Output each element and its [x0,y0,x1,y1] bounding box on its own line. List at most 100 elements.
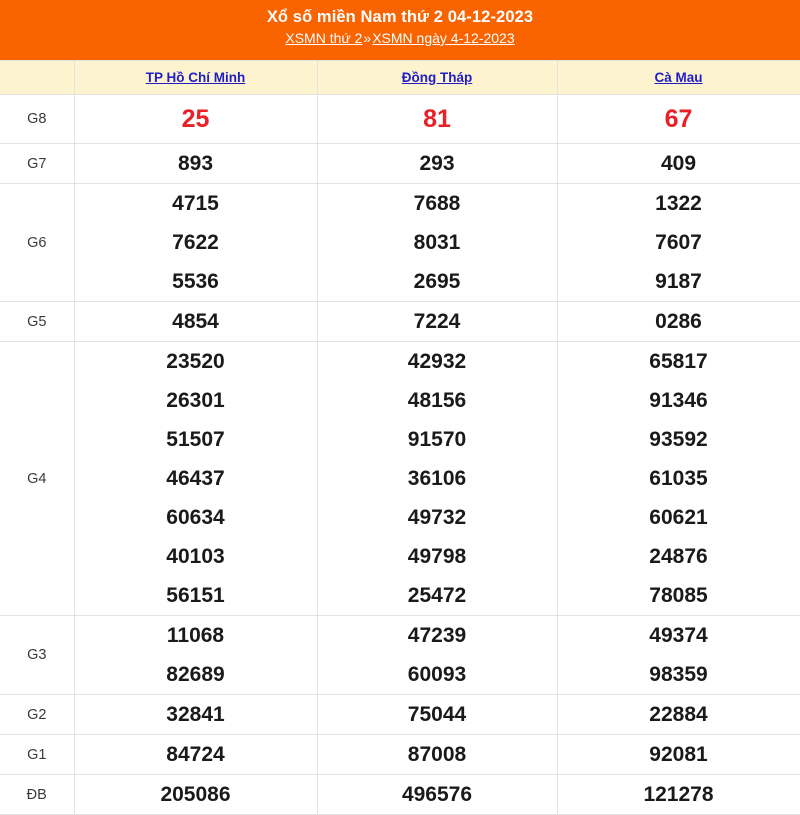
prize-numbers-cell: 409 [556,143,800,184]
header-row: TP Hồ Chí Minh Đồng Tháp Cà Mau [0,60,800,95]
breadcrumb-link-date[interactable]: XSMN ngày 4-12-2023 [372,30,515,46]
province-link-3[interactable]: Cà Mau [654,70,703,85]
prize-number: 51507 [166,428,225,451]
province-link-2[interactable]: Đồng Tháp [401,70,473,85]
prize-numbers-cell: 32841 [73,694,318,735]
prize-label: G2 [0,694,75,735]
prize-number: 7622 [172,231,219,254]
prize-label: G7 [0,143,75,184]
table-row: G7 893 293 409 [0,143,800,184]
prize-number: 61035 [649,467,708,490]
prize-label: G4 [0,341,75,616]
header-province-1: TP Hồ Chí Minh [73,60,318,95]
prize-number: 25 [181,105,210,133]
prize-numbers-cell: 92081 [556,734,800,775]
prize-number: 48156 [407,389,467,412]
prize-number: 93592 [649,428,708,451]
prize-number: 87008 [407,743,467,766]
prize-number: 409 [660,152,697,175]
prize-number: 0286 [655,310,702,333]
prize-number: 7607 [655,231,702,254]
prize-number: 92081 [649,743,708,766]
prize-numbers-cell: 121278 [556,774,800,815]
prize-numbers-cell: 67 [556,94,800,144]
prize-number: 9187 [655,270,702,293]
prize-number: 65817 [649,350,708,373]
prize-number: 49798 [407,545,467,568]
prize-numbers-cell: 42932 48156 91570 36106 49732 49798 25472 [316,341,558,616]
prize-number: 205086 [160,783,231,806]
prize-number: 2695 [413,270,461,293]
prize-numbers-cell: 22884 [556,694,800,735]
prize-number: 81 [423,105,451,133]
prize-number: 22884 [649,703,708,726]
prize-numbers-cell: 75044 [316,694,558,735]
prize-numbers-cell: 47239 60093 [316,615,558,695]
lottery-results-table: TP Hồ Chí Minh Đồng Tháp Cà Mau G8 25 81 67… [0,60,800,815]
prize-number: 5536 [172,270,219,293]
prize-number: 1322 [655,192,702,215]
prize-number: 60093 [407,663,467,686]
prize-number: 49732 [407,506,467,529]
prize-numbers-cell: 4854 [73,301,318,342]
prize-numbers-cell: 496576 [316,774,558,815]
table-row: G3 11068 82689 47239 60093 49374 98359 [0,615,800,695]
prize-number: 293 [419,152,455,175]
prize-label: G5 [0,301,75,342]
prize-number: 36106 [407,467,467,490]
prize-label: ĐB [0,774,75,815]
prize-number: 67 [664,105,693,133]
header-province-2: Đồng Tháp [316,60,558,95]
prize-numbers-cell: 1322 7607 9187 [556,183,800,302]
prize-number: 121278 [643,783,714,806]
breadcrumb-link-day[interactable]: XSMN thứ 2 [285,30,363,46]
prize-number: 60634 [166,506,225,529]
prize-number: 84724 [166,743,225,766]
prize-number: 46437 [166,467,225,490]
table-row: G6 4715 7622 5536 7688 8031 2695 1322 7607 9187 [0,183,800,302]
prize-number: 49374 [649,624,708,647]
prize-number: 82689 [166,663,225,686]
prize-label: G1 [0,734,75,775]
breadcrumb-separator: » [363,30,372,46]
prize-number: 56151 [166,584,225,607]
prize-number: 7688 [413,192,461,215]
province-link-1[interactable]: TP Hồ Chí Minh [145,70,246,85]
page-title: Xổ số miền Nam thứ 2 04-12-2023 [266,8,534,26]
prize-number: 78085 [649,584,708,607]
table-row: G8 25 81 67 [0,94,800,144]
prize-number: 75044 [407,703,467,726]
prize-number: 47239 [407,624,467,647]
table-row: G1 84724 87008 92081 [0,734,800,775]
prize-numbers-cell: 4715 7622 5536 [73,183,318,302]
prize-number: 4715 [172,192,219,215]
prize-label: G6 [0,183,75,302]
prize-numbers-cell: 7688 8031 2695 [316,183,558,302]
table-row: G2 32841 75044 22884 [0,694,800,735]
prize-number: 23520 [166,350,225,373]
prize-number: 25472 [407,584,467,607]
prize-numbers-cell: 293 [316,143,558,184]
prize-numbers-cell: 11068 82689 [73,615,318,695]
prize-numbers-cell: 23520 26301 51507 46437 60634 40103 56151 [73,341,318,616]
prize-number: 893 [177,152,214,175]
header-province-3: Cà Mau [556,60,800,95]
table-body: G8 25 81 67 G7 893 293 409 G6 4715 7622 5536 7688 803… [0,94,800,815]
prize-number: 4854 [172,310,219,333]
prize-label: G3 [0,615,75,695]
page-banner: Xổ số miền Nam thứ 2 04-12-2023 XSMN thứ… [0,0,800,60]
prize-number: 496576 [401,783,473,806]
prize-numbers-cell: 25 [73,94,318,144]
prize-numbers-cell: 49374 98359 [556,615,800,695]
header-blank-cell [0,60,75,95]
prize-number: 8031 [413,231,461,254]
table-row: G4 23520 26301 51507 46437 60634 40103 56151 429… [0,341,800,616]
prize-number: 98359 [649,663,708,686]
table-header: TP Hồ Chí Minh Đồng Tháp Cà Mau [0,60,800,95]
prize-numbers-cell: 81 [316,94,558,144]
prize-label: G8 [0,94,75,144]
table-row: ĐB 205086 496576 121278 [0,774,800,815]
prize-number: 26301 [166,389,225,412]
prize-numbers-cell: 7224 [316,301,558,342]
prize-number: 60621 [649,506,708,529]
